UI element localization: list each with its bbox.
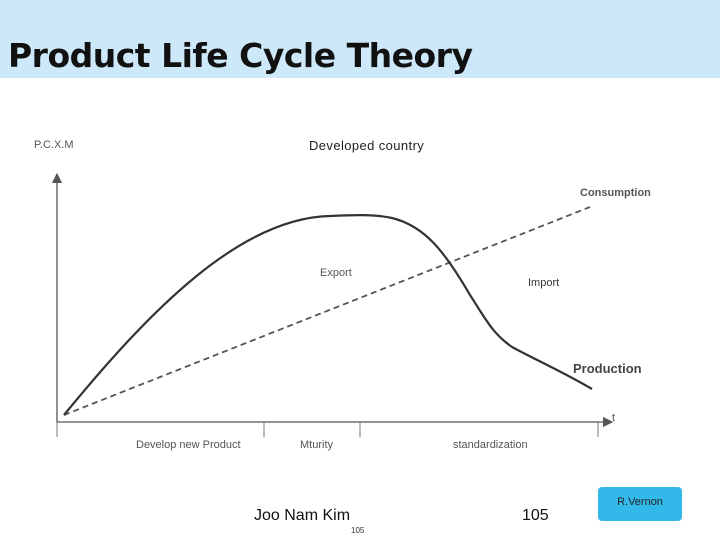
title-bar xyxy=(0,0,720,78)
footer-page-number: 105 xyxy=(522,507,549,524)
credit-text: R.Vernon xyxy=(617,496,663,508)
consumption-line xyxy=(63,206,591,416)
slide-title: Product Life Cycle Theory xyxy=(8,36,473,75)
y-axis-label: P.C.X.M xyxy=(34,139,74,151)
diagram-title: Developed country xyxy=(309,138,425,153)
export-label: Export xyxy=(320,267,352,279)
production-label: Production xyxy=(573,361,642,376)
credit-badge: R.Vernon xyxy=(598,487,682,521)
footer-author: Joo Nam Kim xyxy=(254,507,351,524)
stage-label-standardization: standardization xyxy=(453,439,528,451)
footer-page-small: 105 xyxy=(351,526,365,535)
consumption-label: Consumption xyxy=(580,187,651,199)
production-curve xyxy=(63,214,593,416)
stage-label-develop: Develop new Product xyxy=(136,439,241,451)
x-axis-label: t xyxy=(612,412,616,424)
import-label: Import xyxy=(528,277,560,289)
stage-label-maturity: Mturity xyxy=(300,439,333,451)
